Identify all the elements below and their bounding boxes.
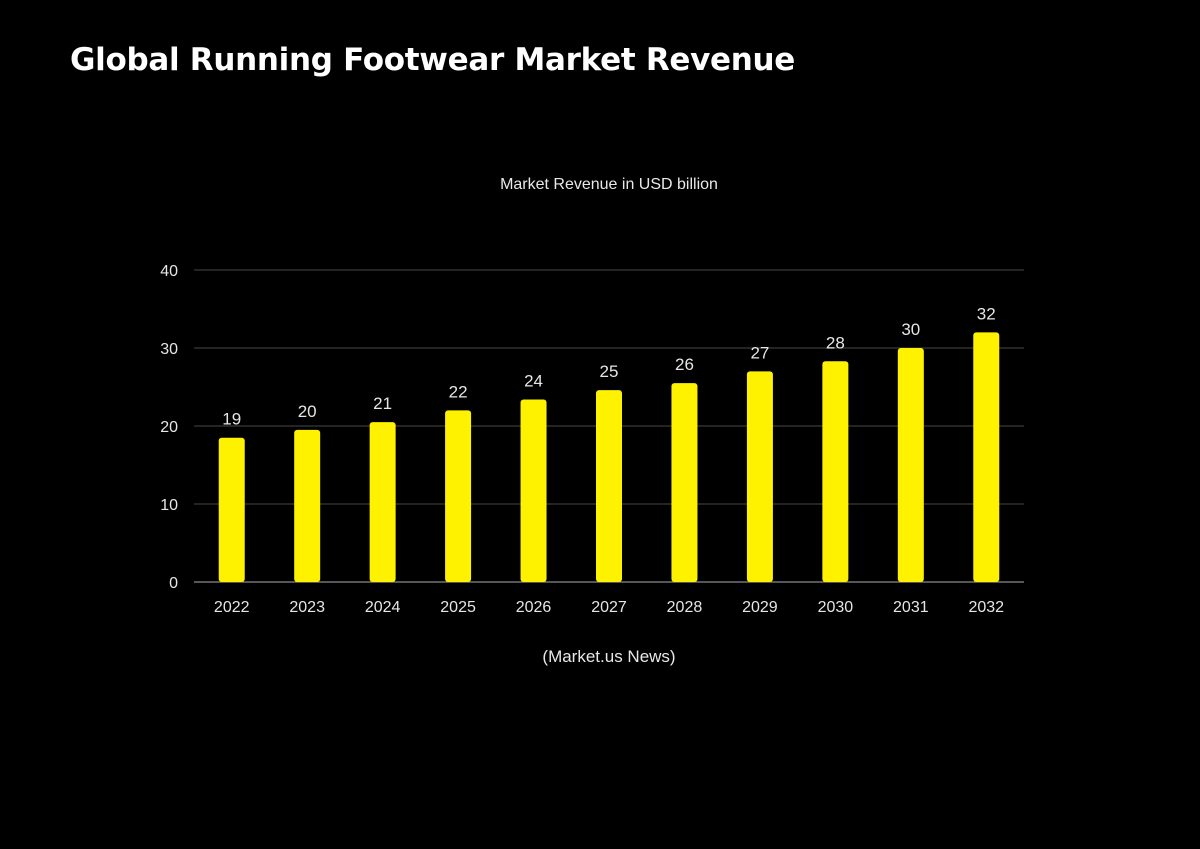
data-label: 25 bbox=[600, 362, 619, 381]
x-tick-label: 2031 bbox=[893, 599, 929, 616]
x-tick-label: 2022 bbox=[214, 599, 250, 616]
y-tick-label: 0 bbox=[169, 575, 178, 592]
y-tick-label: 20 bbox=[160, 419, 178, 436]
x-tick-label: 2029 bbox=[742, 599, 778, 616]
x-tick-label: 2032 bbox=[968, 599, 1004, 616]
bar bbox=[822, 361, 849, 582]
x-tick-label: 2026 bbox=[516, 599, 552, 616]
source-note: (Market.us News) bbox=[542, 647, 676, 666]
data-label: 19 bbox=[222, 410, 241, 429]
x-tick-label: 2030 bbox=[818, 599, 854, 616]
y-tick-label: 40 bbox=[160, 263, 178, 280]
data-label: 22 bbox=[449, 382, 468, 401]
x-tick-label: 2025 bbox=[440, 599, 476, 616]
data-label: 26 bbox=[675, 355, 694, 374]
data-label: 20 bbox=[298, 402, 317, 421]
data-label: 27 bbox=[750, 343, 769, 362]
bar bbox=[973, 332, 1000, 582]
bar bbox=[596, 390, 622, 582]
chart-subtitle: Market Revenue in USD billion bbox=[500, 176, 718, 193]
x-tick-label: 2023 bbox=[289, 599, 325, 616]
data-label: 24 bbox=[524, 371, 543, 390]
bar bbox=[671, 383, 698, 582]
chart-title: Global Running Footwear Market Revenue bbox=[70, 42, 796, 78]
y-tick-label: 30 bbox=[160, 341, 178, 358]
bar bbox=[897, 348, 924, 582]
x-tick-label: 2024 bbox=[365, 599, 401, 616]
bar bbox=[746, 371, 773, 582]
x-tick-label: 2028 bbox=[667, 599, 703, 616]
data-label: 30 bbox=[901, 320, 920, 339]
bar bbox=[369, 422, 396, 582]
data-label: 32 bbox=[977, 304, 996, 323]
y-tick-label: 10 bbox=[160, 497, 178, 514]
data-label: 28 bbox=[826, 333, 845, 352]
data-label: 21 bbox=[373, 394, 392, 413]
bar bbox=[294, 429, 321, 582]
bar bbox=[218, 437, 245, 582]
x-tick-label: 2027 bbox=[591, 599, 627, 616]
bar bbox=[445, 410, 472, 582]
bar bbox=[520, 399, 547, 582]
